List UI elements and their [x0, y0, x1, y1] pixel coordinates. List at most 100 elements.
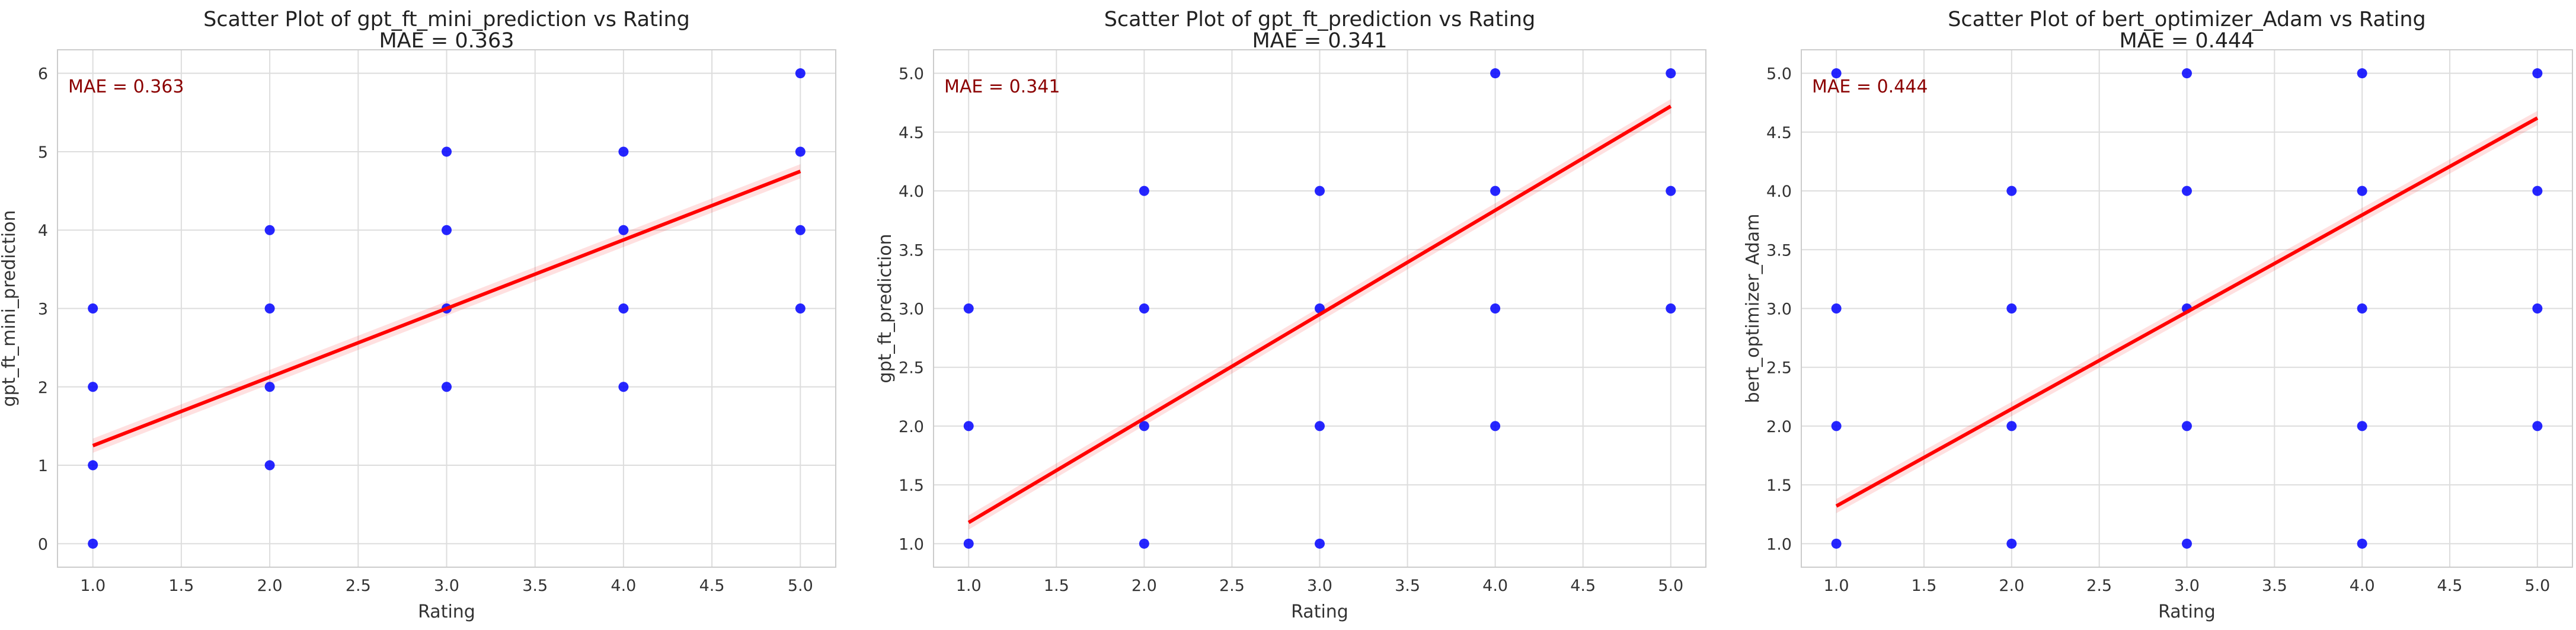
data-point: [795, 225, 806, 235]
y-tick-label: 4.0: [1766, 183, 1792, 201]
chart-title: Scatter Plot of bert_optimizer_Adam vs R…: [1948, 8, 2426, 31]
chart-title: Scatter Plot of gpt_ft_prediction vs Rat…: [1104, 8, 1536, 31]
chart-panel-2: 1.0 1.5 2.0 2.5 3.0 3.5 4.0 4.5 5.0 1.0 1.5 2.0 2.5 3…: [875, 8, 1706, 622]
y-tick-label: 2: [38, 379, 48, 397]
y-tick-label: 5: [38, 143, 48, 162]
data-point: [88, 460, 98, 471]
y-tick-label: 1.5: [1766, 477, 1792, 495]
x-tick-label: 5.0: [788, 577, 813, 595]
y-tick-label: 3.0: [899, 300, 924, 319]
data-point: [963, 421, 974, 431]
x-tick-label: 4.5: [2437, 577, 2463, 595]
x-tick-label: 4.0: [611, 577, 636, 595]
y-tick-label: 1.5: [899, 477, 924, 495]
data-point: [1666, 186, 1676, 196]
data-point: [2357, 303, 2367, 314]
data-point: [2532, 303, 2543, 314]
data-point: [618, 146, 629, 157]
y-tick-label: 2.0: [899, 418, 924, 436]
y-tick-label: 2.0: [1766, 418, 1792, 436]
data-point: [618, 225, 629, 235]
data-point: [963, 538, 974, 549]
y-tick-label: 3.5: [1766, 241, 1792, 260]
data-point: [1831, 303, 1842, 314]
chart-subtitle: MAE = 0.444: [2119, 29, 2254, 53]
x-axis-label: Rating: [1291, 602, 1348, 622]
data-point: [2006, 303, 2017, 314]
y-tick-label: 5.0: [899, 65, 924, 84]
x-axis-label: Rating: [2158, 602, 2216, 622]
regression-line: [967, 104, 1672, 525]
mae-annotation: MAE = 0.341: [944, 76, 1060, 97]
data-point: [2182, 68, 2192, 79]
data-point: [88, 303, 98, 314]
data-point: [1490, 68, 1501, 79]
data-point: [264, 303, 275, 314]
regression-line: [1835, 116, 2539, 508]
data-point: [1139, 186, 1149, 196]
data-point: [795, 303, 806, 314]
data-point: [442, 146, 452, 157]
y-tick-label: 3: [38, 300, 48, 319]
data-point: [2357, 186, 2367, 196]
data-point: [1139, 421, 1149, 431]
x-tick-label: 4.0: [1482, 577, 1508, 595]
data-point: [2532, 68, 2543, 79]
x-tick-label: 3.0: [434, 577, 459, 595]
x-tick-label: 3.5: [522, 577, 548, 595]
x-tick-label: 1.0: [80, 577, 106, 595]
data-point: [264, 460, 275, 471]
data-point: [442, 382, 452, 392]
plot-frame: [1801, 49, 2573, 568]
x-tick-label: 4.0: [2350, 577, 2375, 595]
data-point: [1831, 68, 1842, 79]
data-point: [1831, 421, 1842, 431]
y-tick-label: 2.5: [1766, 359, 1792, 378]
data-point: [1490, 186, 1501, 196]
x-tick-label: 3.5: [1395, 577, 1420, 595]
data-point: [1490, 421, 1501, 431]
y-tick-label: 3.5: [899, 241, 924, 260]
x-tick-label: 2.5: [346, 577, 371, 595]
data-point: [2182, 421, 2192, 431]
x-tick-label: 2.0: [1132, 577, 1157, 595]
data-point: [442, 225, 452, 235]
data-point: [795, 68, 806, 79]
chart-panel-1: 1.0 1.5 2.0 2.5 3.0 3.5 4.0 4.5 5.0 0 1 2 3 4 5 6 MAE = …: [0, 8, 836, 622]
x-axis-label: Rating: [418, 602, 475, 622]
x-tick-label: 1.5: [1912, 577, 1937, 595]
x-tick-label: 3.5: [2262, 577, 2287, 595]
x-tick-label: 2.0: [1999, 577, 2024, 595]
x-tick-label: 1.0: [956, 577, 982, 595]
data-point: [2006, 538, 2017, 549]
y-tick-label: 4.0: [899, 183, 924, 201]
chart-title: Scatter Plot of gpt_ft_mini_prediction v…: [203, 8, 690, 31]
x-tick-label: 5.0: [2524, 577, 2550, 595]
x-tick-label: 3.0: [1307, 577, 1332, 595]
data-point: [795, 146, 806, 157]
data-point: [1315, 421, 1325, 431]
data-point: [2006, 186, 2017, 196]
data-point: [2532, 186, 2543, 196]
data-point: [2357, 421, 2367, 431]
x-tick-label: 4.5: [699, 577, 725, 595]
x-tick-label: 5.0: [1658, 577, 1683, 595]
data-point: [264, 225, 275, 235]
x-tick-label: 4.5: [1570, 577, 1596, 595]
data-point: [264, 382, 275, 392]
data-point: [1139, 538, 1149, 549]
data-point: [2182, 538, 2192, 549]
y-axis-label: bert_optimizer_Adam: [1743, 214, 1763, 404]
y-tick-label: 4.5: [1766, 124, 1792, 142]
x-tick-label: 2.0: [257, 577, 283, 595]
x-tick-label: 1.5: [1044, 577, 1069, 595]
y-tick-label: 1.0: [899, 535, 924, 554]
y-tick-label: 6: [38, 65, 48, 84]
y-tick-label: 1.0: [1766, 535, 1792, 554]
data-point: [1831, 538, 1842, 549]
data-point: [88, 538, 98, 549]
data-point: [2182, 186, 2192, 196]
y-tick-label: 3.0: [1766, 300, 1792, 319]
